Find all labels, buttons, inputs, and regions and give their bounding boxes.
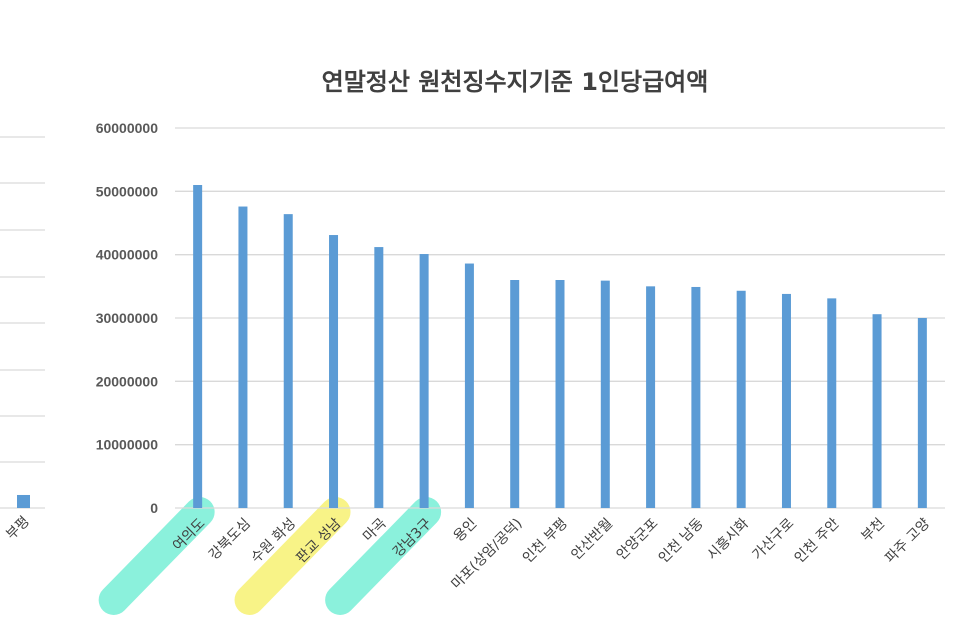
x-tick-label: 인천 부평 — [520, 516, 571, 567]
highlighter-stroke — [98, 497, 215, 615]
bar — [193, 185, 203, 508]
highlighter-marks — [98, 497, 442, 615]
y-tick-label: 30000000 — [96, 310, 159, 326]
x-tick-label: 부평 — [3, 514, 33, 544]
bar — [419, 254, 429, 508]
bar — [736, 290, 746, 508]
bar — [917, 318, 927, 508]
y-tick-label: 60000000 — [96, 120, 159, 136]
y-tick-label: 40000000 — [96, 247, 159, 263]
y-tick-label: 10000000 — [96, 437, 159, 453]
bar — [329, 235, 339, 509]
chart-title: 연말정산 원천징수지기준 1인당급여액 — [322, 68, 709, 96]
highlighter-stroke — [234, 497, 351, 615]
bar — [510, 280, 520, 508]
highlighter-stroke — [325, 497, 442, 615]
x-tick-label: 부천 — [858, 516, 888, 546]
y-axis-ticks: 0 10000000 20000000 30000000 40000000 5000000… — [96, 120, 159, 516]
y-tick-label: 50000000 — [96, 183, 159, 199]
bars — [193, 185, 927, 509]
x-tick-label: 인천 남동 — [656, 515, 707, 566]
bar — [781, 293, 791, 508]
bar — [600, 280, 610, 508]
y-tick-label: 0 — [150, 500, 158, 516]
bar — [555, 280, 565, 508]
bar — [872, 314, 882, 508]
bar — [17, 494, 30, 508]
x-tick-label: 안양군포 — [614, 515, 662, 563]
bar — [646, 286, 656, 508]
bar — [464, 263, 474, 508]
x-tick-label: 파주 고양 — [882, 515, 933, 566]
x-tick-label: 용인 — [451, 516, 481, 546]
bar — [238, 206, 248, 509]
bar — [283, 214, 293, 508]
x-tick-label: 가산구로 — [750, 515, 798, 563]
bar — [827, 298, 837, 508]
x-tick-label: 시흥시화 — [704, 515, 752, 563]
x-tick-label: 강북도심 — [206, 516, 254, 564]
bar — [691, 286, 701, 508]
left-partial-chart: 부평 — [0, 136, 45, 544]
bar — [374, 247, 384, 509]
y-tick-label: 20000000 — [96, 373, 159, 389]
x-tick-label: 안산반월 — [568, 516, 616, 564]
x-tick-label: 인천 주안 — [792, 515, 843, 566]
